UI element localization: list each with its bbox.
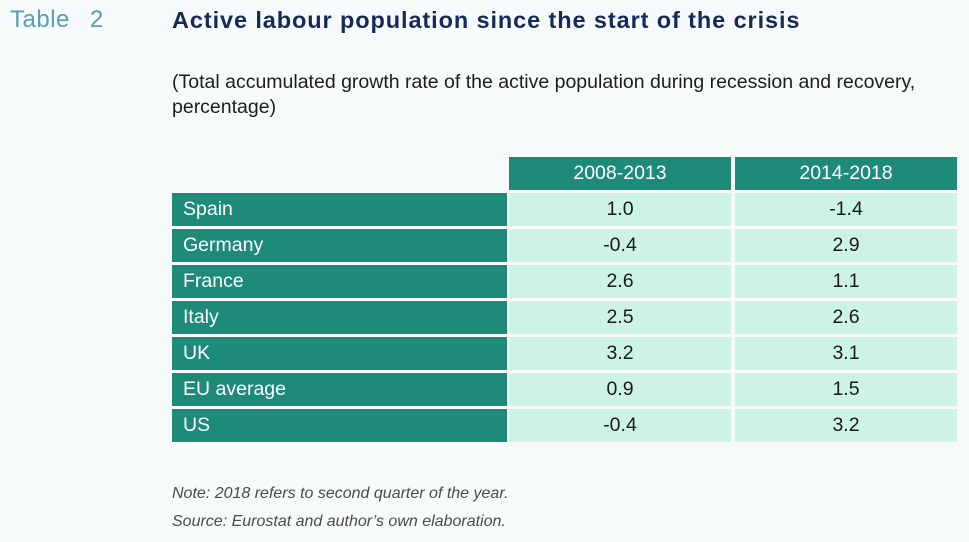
cell-2008-2013: -0.4 [509,229,731,262]
row-label: EU average [172,373,507,406]
table-title: Active labour population since the start… [172,7,801,33]
cell-2014-2018: 1.1 [735,265,957,298]
row-label: Italy [172,301,507,334]
table-row: UK 3.2 3.1 [172,337,957,370]
table-source: Source: Eurostat and author’s own elabor… [172,513,506,530]
row-label: US [172,409,507,442]
cell-2008-2013: 0.9 [509,373,731,406]
table-note: Note: 2018 refers to second quarter of t… [172,485,509,502]
cell-2008-2013: -0.4 [509,409,731,442]
cell-2014-2018: 3.2 [735,409,957,442]
table-row: US -0.4 3.2 [172,409,957,442]
row-label: UK [172,337,507,370]
column-header-2008-2013: 2008-2013 [509,157,731,190]
cell-2014-2018: 2.9 [735,229,957,262]
table-row: Spain 1.0 -1.4 [172,193,957,226]
cell-2008-2013: 1.0 [509,193,731,226]
table-row: Germany -0.4 2.9 [172,229,957,262]
table-number-label: Table 2 [10,6,104,34]
column-header-2014-2018: 2014-2018 [735,157,957,190]
cell-2014-2018: 1.5 [735,373,957,406]
table-word: Table [10,6,70,33]
cell-2014-2018: -1.4 [735,193,957,226]
cell-2008-2013: 2.5 [509,301,731,334]
row-label: Spain [172,193,507,226]
row-label: Germany [172,229,507,262]
cell-2014-2018: 2.6 [735,301,957,334]
row-label: France [172,265,507,298]
cell-2014-2018: 3.1 [735,337,957,370]
table-row: France 2.6 1.1 [172,265,957,298]
table-row: Italy 2.5 2.6 [172,301,957,334]
table-number: 2 [89,6,104,33]
cell-2008-2013: 2.6 [509,265,731,298]
cell-2008-2013: 3.2 [509,337,731,370]
table-subtitle: (Total accumulated growth rate of the ac… [172,71,916,118]
table-row: EU average 0.9 1.5 [172,373,957,406]
